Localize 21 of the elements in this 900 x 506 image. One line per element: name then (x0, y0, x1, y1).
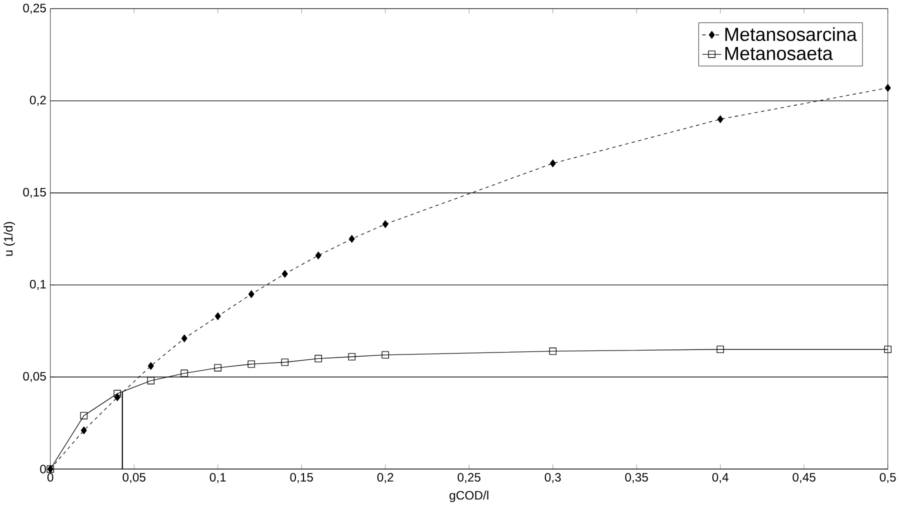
x-tick-label: 0,05 (122, 473, 146, 484)
x-tick-label: 0,5 (880, 473, 896, 484)
y-tick-label: 0,05 (23, 372, 46, 382)
x-tick-label: 0,45 (792, 473, 816, 484)
x-axis-title: gCOD/l (450, 490, 488, 502)
y-tick-label: 0,1 (30, 280, 46, 290)
y-axis-title: u (1/d) (4, 222, 16, 256)
x-tick-label: 0,15 (290, 473, 313, 484)
legend-label: Metansosarcina (725, 27, 857, 42)
x-tick-label: 0,4 (712, 473, 728, 484)
x-tick-label: 0,35 (625, 473, 648, 484)
y-tick-label: 0,15 (23, 188, 46, 198)
x-tick-label: 0,1 (210, 473, 226, 484)
y-tick-label: 0,2 (30, 96, 46, 106)
y-tick-label: 0 (40, 464, 46, 474)
legend-label: Metanosaeta (725, 47, 833, 60)
x-tick-label: 0,3 (544, 473, 561, 484)
x-tick-label: 0,25 (458, 473, 480, 484)
y-tick-label: 0,25 (23, 4, 46, 14)
x-tick-label: 0 (47, 473, 54, 482)
x-tick-label: 0,2 (377, 473, 394, 484)
